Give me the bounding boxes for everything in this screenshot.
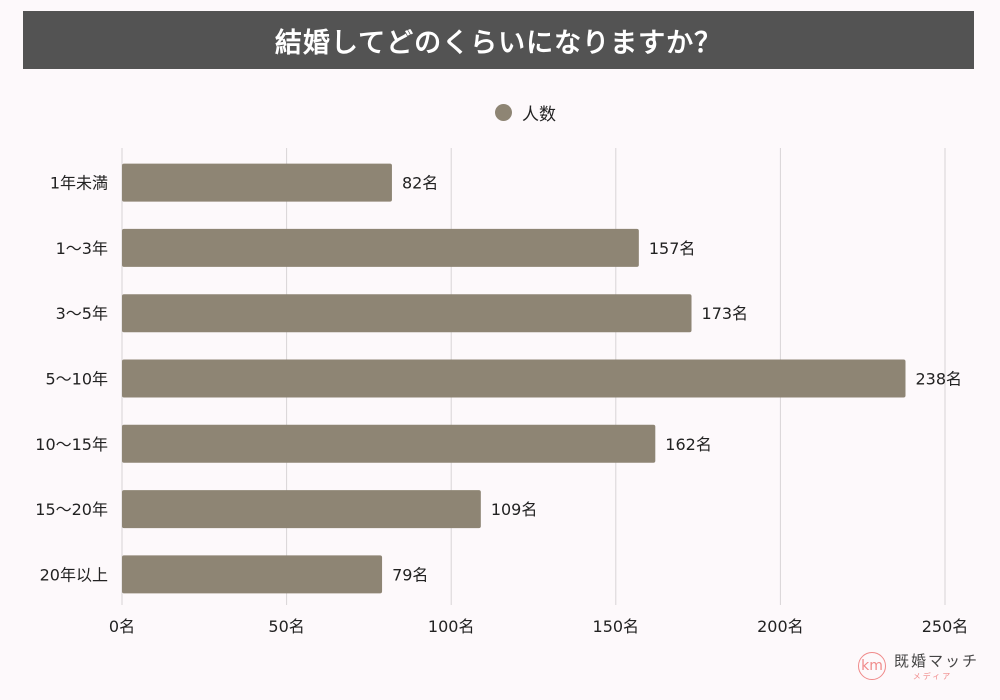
data-label: 157名	[649, 239, 696, 258]
logo: km 既婚マッチ メディア	[858, 650, 979, 682]
data-label: 82名	[402, 174, 438, 193]
bar	[122, 555, 383, 594]
y-tick-label: 20年以上	[40, 565, 108, 584]
data-label: 173名	[702, 304, 749, 323]
data-label: 238名	[915, 370, 962, 389]
y-tick-label: 5〜10年	[45, 370, 108, 389]
y-tick-label: 15〜20年	[35, 500, 108, 519]
x-tick-label: 50名	[268, 617, 304, 636]
logo-sub: メディア	[912, 672, 953, 681]
data-label: 162名	[665, 435, 712, 454]
legend: 人数	[495, 100, 556, 125]
y-tick-label: 1年未満	[50, 174, 108, 193]
data-label: 109名	[491, 500, 538, 519]
chart-title: 結婚してどのくらいになりますか？	[23, 11, 974, 69]
bar	[122, 490, 481, 529]
logo-mark: km	[858, 652, 886, 680]
legend-label: 人数	[522, 105, 556, 125]
data-label: 79名	[392, 565, 428, 584]
bar	[122, 294, 692, 333]
y-tick-label: 10〜15年	[35, 435, 108, 454]
y-tick-label: 1〜3年	[56, 239, 108, 258]
x-tick-label: 250名	[922, 617, 969, 636]
y-tick-label: 3〜5年	[56, 304, 108, 323]
x-tick-label: 150名	[593, 617, 640, 636]
legend-swatch	[495, 104, 512, 121]
x-tick-label: 0名	[109, 617, 135, 636]
logo-name: 既婚マッチ	[894, 652, 980, 670]
bar	[122, 424, 656, 463]
bar	[122, 228, 639, 267]
x-tick-label: 200名	[757, 617, 804, 636]
bar	[122, 163, 392, 202]
bar	[122, 359, 906, 398]
x-tick-label: 100名	[428, 617, 475, 636]
